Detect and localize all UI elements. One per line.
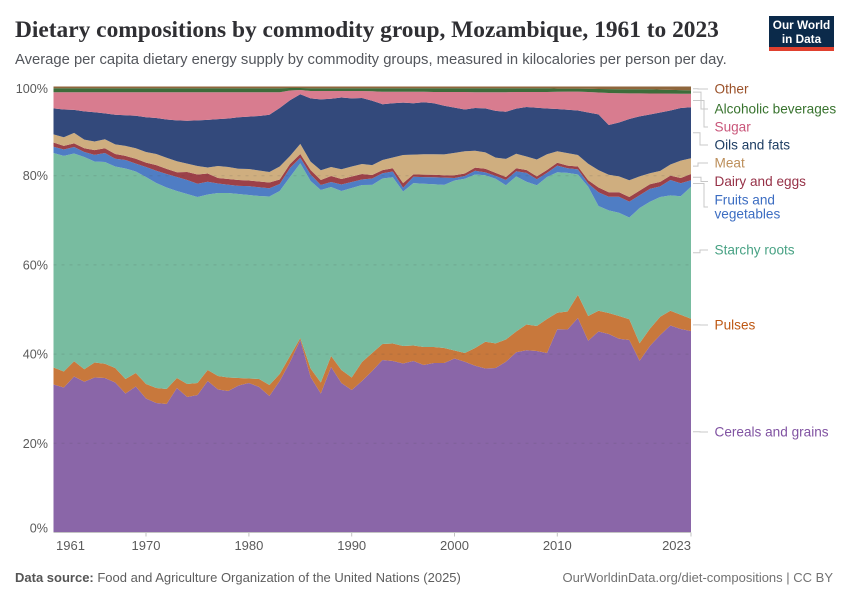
svg-text:2000: 2000	[440, 538, 469, 553]
svg-text:Fruits and: Fruits and	[715, 193, 775, 208]
svg-text:1970: 1970	[132, 538, 161, 553]
svg-text:2023: 2023	[662, 538, 691, 553]
svg-text:Other: Other	[715, 82, 749, 97]
svg-text:Dairy and eggs: Dairy and eggs	[715, 174, 807, 189]
svg-text:vegetables: vegetables	[715, 207, 781, 222]
svg-text:Oils and fats: Oils and fats	[715, 138, 791, 153]
svg-text:Sugar: Sugar	[715, 120, 752, 135]
svg-text:1980: 1980	[234, 538, 263, 553]
svg-text:Meat: Meat	[715, 156, 745, 171]
svg-text:1961: 1961	[56, 538, 85, 553]
svg-text:60%: 60%	[23, 258, 48, 272]
svg-text:100%: 100%	[16, 82, 48, 96]
svg-text:80%: 80%	[23, 169, 48, 183]
svg-text:40%: 40%	[23, 348, 48, 362]
svg-text:Starchy roots: Starchy roots	[715, 243, 795, 258]
svg-text:Cereals and grains: Cereals and grains	[715, 425, 829, 440]
svg-text:Alcoholic beverages: Alcoholic beverages	[715, 102, 837, 117]
svg-text:0%: 0%	[30, 522, 48, 536]
svg-text:2010: 2010	[543, 538, 572, 553]
svg-text:20%: 20%	[23, 437, 48, 451]
svg-text:1990: 1990	[337, 538, 366, 553]
svg-text:Pulses: Pulses	[715, 318, 756, 333]
